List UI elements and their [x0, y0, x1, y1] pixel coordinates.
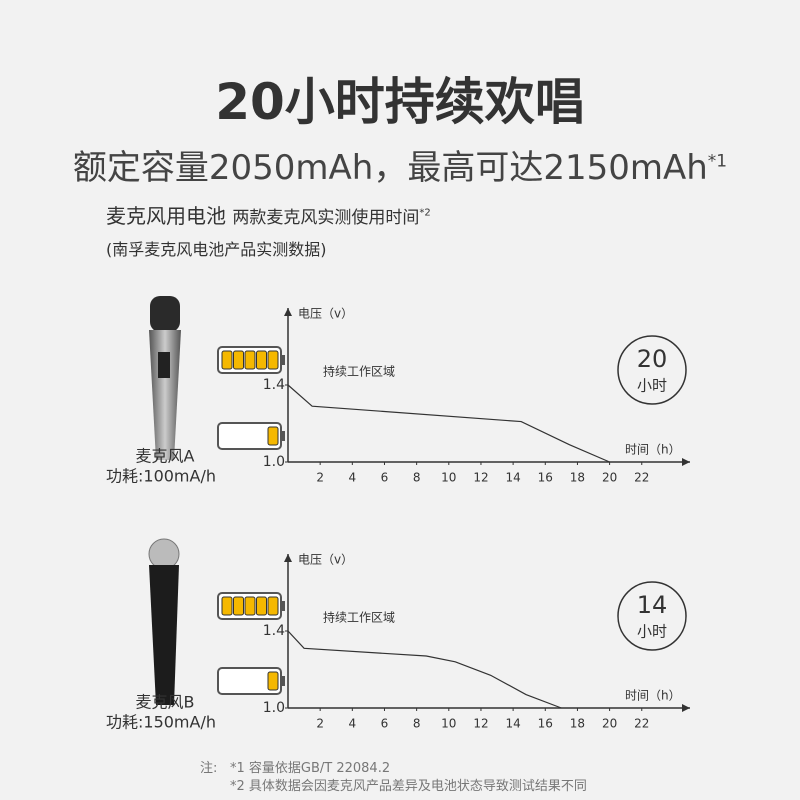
microphone-a [149, 296, 181, 460]
x-tick-label: 18 [570, 717, 585, 731]
y-arrow [284, 308, 292, 316]
badge-unit: 小时 [637, 623, 667, 641]
x-tick-label: 10 [441, 717, 456, 731]
x-tick-label: 16 [538, 471, 553, 485]
x-tick-label: 4 [348, 471, 356, 485]
x-tick-label: 6 [381, 717, 389, 731]
x-tick-label: 12 [473, 471, 488, 485]
x-axis-label: 时间（h） [625, 689, 681, 703]
footnote-ref: *2 [419, 207, 431, 219]
battery-full [217, 592, 286, 620]
y-tick-label: 1.4 [263, 623, 285, 639]
x-tick-label: 14 [505, 471, 520, 485]
device-name: 麦克风A [136, 447, 195, 466]
x-tick-label: 4 [348, 717, 356, 731]
y-axis-label: 电压（v） [298, 307, 353, 321]
y-tick-label: 1.0 [263, 454, 285, 470]
x-tick-label: 22 [634, 717, 649, 731]
x-axis-label: 时间（h） [625, 443, 681, 457]
x-tick-label: 12 [473, 717, 488, 731]
title: 20小时持续欢唱 [215, 73, 585, 131]
badge-number: 20 [637, 345, 668, 373]
x-tick-label: 22 [634, 471, 649, 485]
x-tick-label: 6 [381, 471, 389, 485]
x-arrow [682, 704, 690, 712]
battery-full [217, 346, 286, 374]
badge [617, 581, 687, 651]
badge-unit: 小时 [637, 377, 667, 395]
source: (南孚麦克风电池产品实测数据) [106, 240, 327, 259]
x-tick-label: 2 [316, 717, 324, 731]
device-name: 麦克风B [136, 693, 195, 712]
annotation: 持续工作区域 [323, 364, 395, 379]
section-subtitle: 两款麦克风实测使用时间 [232, 208, 420, 228]
line [287, 630, 562, 709]
x-tick-label: 10 [441, 471, 456, 485]
device-power: 功耗:150mA/h [106, 713, 216, 732]
footnote-ref: *1 [707, 151, 728, 172]
x-tick-label: 8 [413, 471, 421, 485]
y-axis-label: 电压（v） [298, 553, 353, 567]
microphone-b [148, 538, 180, 705]
battery-low [217, 422, 286, 450]
section-title: 麦克风用电池 [106, 204, 226, 228]
battery-low [217, 667, 286, 695]
y-arrow [284, 554, 292, 562]
x-tick-label: 20 [602, 717, 617, 731]
subtitle: 额定容量2050mAh，最高可达2150mAh*1 [0, 140, 800, 189]
section-heading: 麦克风用电池 两款麦克风实测使用时间*2 [106, 200, 431, 229]
footer-label: 注: [200, 761, 218, 776]
badge-number: 14 [637, 591, 668, 619]
x-tick-label: 20 [602, 471, 617, 485]
x-tick-label: 16 [538, 717, 553, 731]
line [287, 384, 610, 463]
x-tick-label: 18 [570, 471, 585, 485]
x-tick-label: 8 [413, 717, 421, 731]
subtitle-text: 额定容量2050mAh，最高可达2150mAh [72, 148, 708, 188]
x-tick-label: 14 [505, 717, 520, 731]
device-power: 功耗:100mA/h [106, 467, 216, 486]
badge [617, 335, 687, 405]
y-tick-label: 1.4 [263, 377, 285, 393]
x-tick-label: 2 [316, 471, 324, 485]
footer-note: *1 容量依据GB/T 22084.2 [230, 761, 391, 776]
y-tick-label: 1.0 [263, 700, 285, 716]
footer-note: *2 具体数据会因麦克风产品差异及电池状态导致测试结果不同 [230, 779, 587, 794]
annotation: 持续工作区域 [323, 610, 395, 625]
x-arrow [682, 458, 690, 466]
